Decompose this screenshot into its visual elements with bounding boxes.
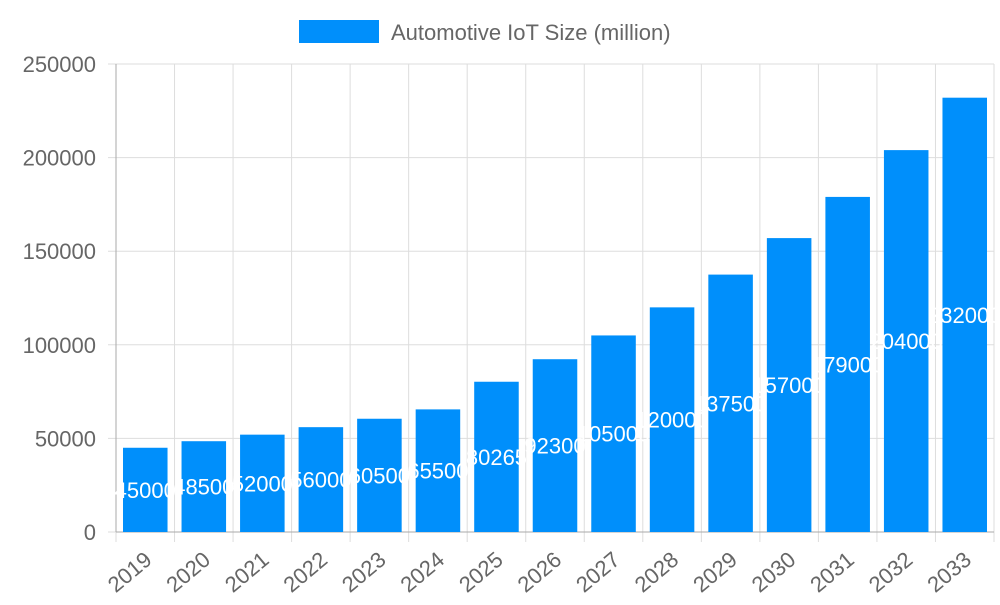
y-tick-label: 150000 [23, 239, 96, 264]
bar [415, 409, 461, 532]
x-tick-label: 2024 [396, 547, 450, 598]
bar [298, 427, 344, 532]
x-tick-label: 2019 [103, 547, 157, 598]
x-tick-label: 2025 [454, 547, 508, 598]
bar [825, 196, 870, 533]
bar [883, 150, 929, 532]
data-label: 56000 [290, 468, 351, 493]
x-tick-label: 2030 [747, 547, 801, 598]
bar [123, 447, 168, 532]
x-tick-label: 2031 [805, 547, 859, 598]
data-label: 60500 [349, 463, 410, 488]
x-tick-label: 2023 [337, 547, 391, 598]
data-label: 179000 [811, 352, 884, 377]
data-label: 105000 [577, 422, 650, 447]
data-label: 48500 [173, 475, 234, 500]
x-tick-label: 2032 [864, 547, 918, 598]
bar [474, 381, 519, 532]
x-tick-label: 2029 [688, 547, 742, 598]
bar [181, 441, 227, 532]
y-tick-label: 100000 [23, 333, 96, 358]
y-tick-label: 50000 [35, 426, 96, 451]
bar [708, 274, 753, 532]
x-tick-label: 2033 [922, 547, 976, 598]
bar [240, 434, 285, 532]
data-label: 120000 [635, 408, 708, 433]
bar [766, 238, 812, 532]
legend-label: Automotive IoT Size (million) [391, 20, 671, 45]
data-label: 137500 [694, 391, 767, 416]
bar [591, 335, 636, 532]
y-tick-label: 250000 [23, 52, 96, 77]
y-tick-label: 200000 [23, 146, 96, 171]
x-tick-label: 2027 [571, 547, 625, 598]
data-label: 45000 [115, 478, 176, 503]
data-label: 80265 [466, 445, 527, 470]
bar [532, 359, 578, 532]
x-tick-label: 2022 [279, 547, 333, 598]
x-tick-label: 2021 [220, 547, 274, 598]
x-tick-label: 2026 [513, 547, 567, 598]
y-tick-label: 0 [84, 520, 96, 545]
legend-swatch [299, 20, 379, 43]
data-label: 52000 [232, 471, 293, 496]
data-label: 92300 [524, 434, 585, 459]
data-label: 157000 [752, 373, 825, 398]
data-label: 204000 [869, 329, 942, 354]
bar [942, 97, 987, 533]
bar [357, 418, 402, 532]
x-tick-label: 2020 [161, 547, 215, 598]
x-tick-label: 2028 [630, 547, 684, 598]
data-label: 232000 [928, 303, 1000, 328]
data-label: 65500 [407, 459, 468, 484]
bar [649, 307, 695, 532]
